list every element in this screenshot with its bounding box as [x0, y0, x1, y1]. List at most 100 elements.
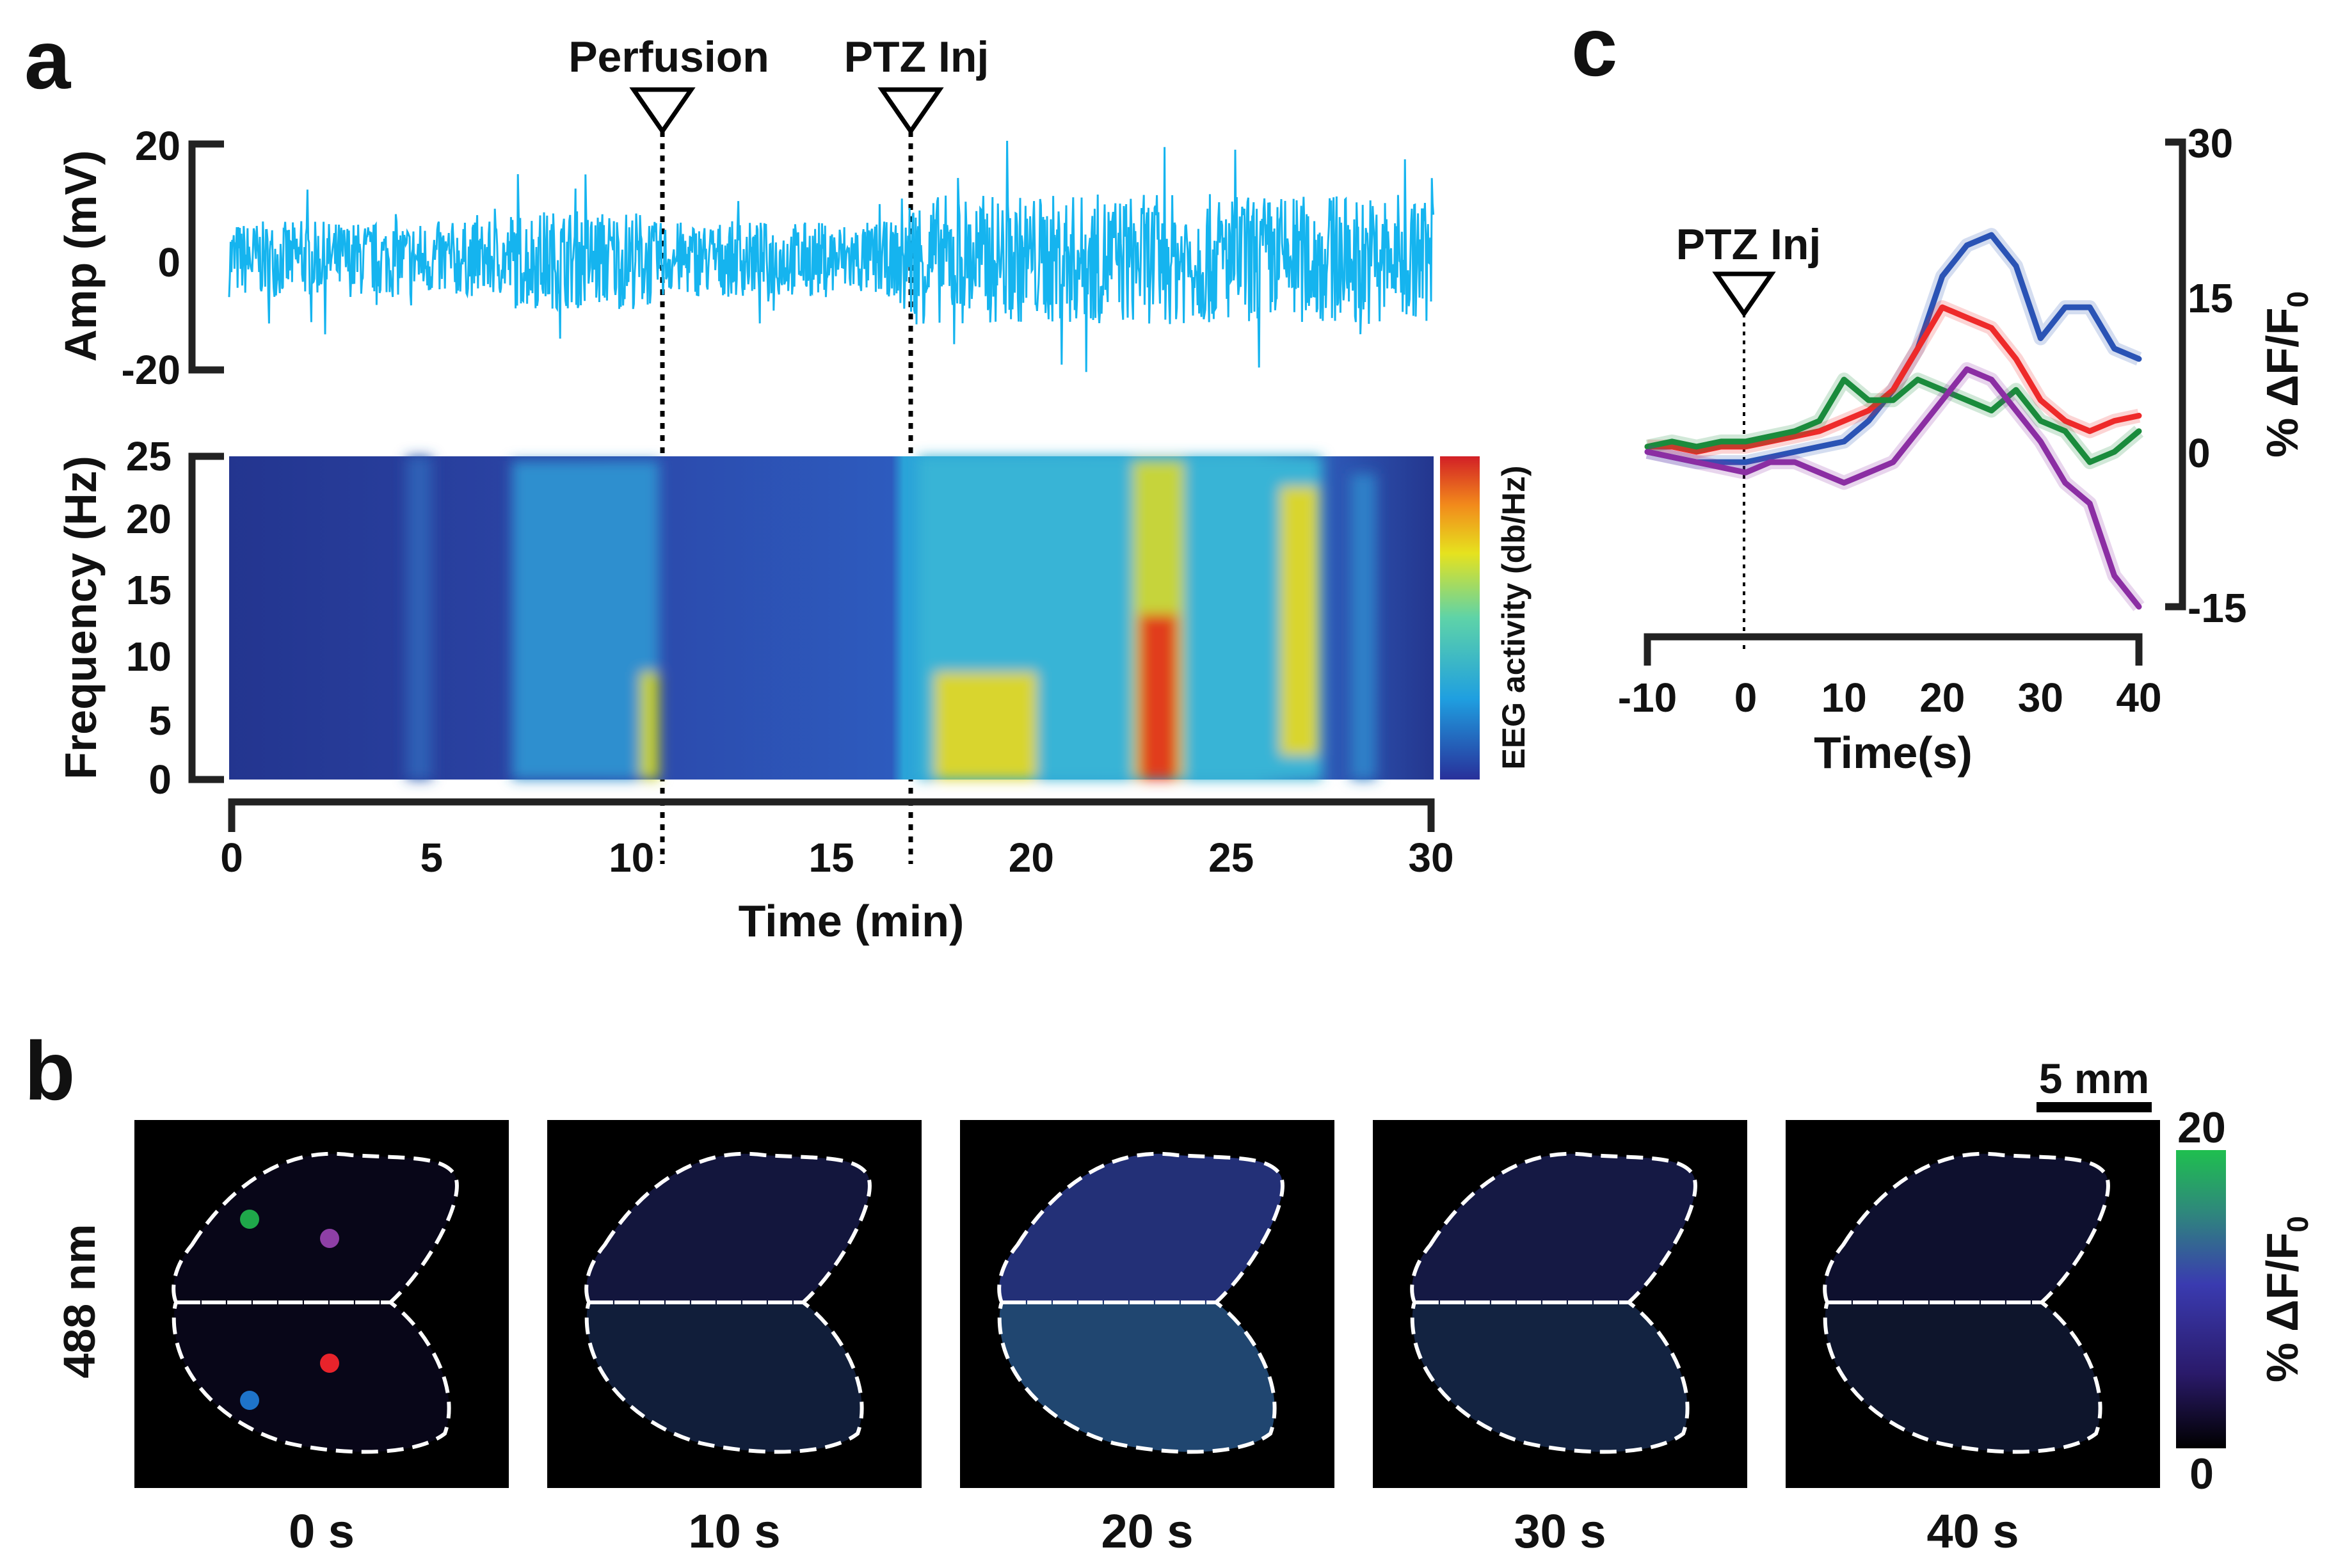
eeg-colorbar — [1440, 456, 1480, 780]
eeg-ylabel: Amp (mV) — [56, 150, 106, 362]
spec-ytick-0: 0 — [148, 756, 172, 803]
chart-c-yticks: 30 15 0 -15 — [2188, 120, 2247, 631]
frame-label-30s: 30 s — [1514, 1505, 1606, 1558]
chart-c-xtick-0: 0 — [1734, 675, 1757, 721]
hemisphere-bottom-fill — [1825, 1302, 2101, 1452]
imaging-frames: 0 s 10 s 20 s 30 s 40 s — [134, 1120, 2160, 1558]
row-label-488nm: 488 nm — [54, 1224, 104, 1378]
chart-c-xlabel: Time(s) — [1814, 728, 1973, 778]
spectrogram-activity — [406, 456, 1376, 780]
ptz-inj-triangle — [877, 87, 944, 136]
hemisphere-top-fill — [1412, 1153, 1695, 1302]
panel-a-xtick-25: 25 — [1208, 835, 1254, 881]
frame-label-10s: 10 s — [688, 1505, 780, 1558]
frame-30s — [1373, 1120, 1747, 1488]
hemisphere-bottom-outline — [1823, 1300, 2102, 1454]
hemisphere-top-fill — [999, 1153, 1283, 1302]
chart-c-series — [1644, 228, 2145, 611]
hemisphere-bottom-outline — [584, 1300, 864, 1454]
spec-band-late — [1350, 474, 1376, 780]
dff-colorbar-label-sub: 0 — [2281, 1216, 2314, 1233]
series-red-line — [1644, 304, 2142, 455]
chart-c-xtick-10: 10 — [1821, 675, 1867, 721]
frame-40s — [1786, 1120, 2160, 1488]
chart-c-ylabel-sub: 0 — [2281, 291, 2314, 308]
spec-band-perfusion — [640, 672, 659, 780]
chart-c-y-axis — [2165, 138, 2186, 611]
hemisphere-bottom-fill — [586, 1302, 862, 1452]
spec-ytick-20: 20 — [126, 496, 172, 542]
spec-band-yellow-left — [934, 672, 1037, 780]
panel-a-xlabel: Time (min) — [739, 896, 964, 946]
frame-label-0s: 0 s — [289, 1505, 355, 1558]
perfusion-triangle — [629, 87, 696, 136]
hemisphere-bottom-outline — [997, 1300, 1277, 1454]
roi-blue — [240, 1391, 259, 1410]
hemisphere-top-outline — [1823, 1151, 2110, 1304]
spec-band-yellow-right — [1280, 486, 1318, 755]
panel-letter-c: c — [1571, 0, 1617, 93]
chart-c-ylabel-main: % ΔF/F — [2257, 308, 2307, 458]
series-green-line — [1644, 376, 2142, 465]
spec-ytick-15: 15 — [126, 567, 172, 613]
perfusion-label: Perfusion — [568, 33, 769, 81]
frame-20s — [960, 1120, 1334, 1488]
dff-colorbar-label-main: % ΔF/F — [2257, 1233, 2307, 1382]
chart-c-ylabel: % ΔF/F0 — [2257, 291, 2314, 458]
hemisphere-top-outline — [584, 1151, 872, 1304]
spec-band-red-peak — [1139, 614, 1178, 780]
panel-a-xtick-20: 20 — [1009, 835, 1054, 881]
frame-label-20s: 20 s — [1101, 1505, 1193, 1558]
panel-a-xtick-30: 30 — [1408, 835, 1453, 881]
hemisphere-top-outline — [1410, 1151, 1697, 1304]
chart-c-ytick-minus15: -15 — [2188, 585, 2247, 631]
hemisphere-top-outline — [172, 1151, 459, 1304]
eeg-trace-plot: 20 0 -20 Amp (mV) — [56, 123, 1435, 393]
roi-markers — [240, 1210, 339, 1410]
dff-colorbar-max: 20 — [2177, 1103, 2226, 1152]
panel-letter-a: a — [24, 13, 72, 106]
chart-c-ptz-triangle — [1712, 271, 1776, 318]
chart-c-xtick-30: 30 — [2018, 675, 2063, 721]
scale-bar — [2037, 1102, 2152, 1112]
hemisphere-top-fill — [1825, 1153, 2108, 1302]
chart-c-xticks: -10 0 10 20 30 40 — [1618, 675, 2162, 721]
dff-colorbar — [2176, 1150, 2226, 1448]
frame-0s — [134, 1120, 509, 1488]
spec-ytick-5: 5 — [148, 698, 172, 744]
hemisphere-top-fill — [173, 1153, 457, 1302]
dff-colorbar-label: % ΔF/F0 — [2257, 1216, 2314, 1382]
spectrogram-plot: 25 20 15 10 5 0 Frequency (Hz) EEG activ… — [56, 433, 1532, 803]
spec-band-early — [406, 456, 432, 780]
panel-a-xtick-5: 5 — [420, 835, 444, 881]
dff-colorbar-min: 0 — [2189, 1450, 2214, 1498]
panel-letter-b: b — [24, 1024, 75, 1117]
frame-10s — [547, 1120, 922, 1488]
eeg-colorbar-label: EEG activity (db/Hz) — [1496, 465, 1532, 769]
chart-c-ytick-0: 0 — [2188, 430, 2211, 476]
eeg-ytick-0: 0 — [157, 239, 180, 285]
spec-ytick-10: 10 — [126, 634, 172, 680]
roi-purple — [320, 1229, 339, 1248]
eeg-ytick-minus20: -20 — [122, 347, 181, 393]
eeg-y-axis — [188, 140, 224, 374]
scale-bar-label: 5 mm — [2039, 1055, 2149, 1102]
chart-c-ptz-label: PTZ Inj — [1676, 220, 1821, 269]
series-purple-line — [1644, 366, 2142, 610]
roi-red — [320, 1354, 339, 1373]
hemisphere-bottom-outline — [1410, 1300, 1690, 1454]
chart-c-xtick-minus10: -10 — [1618, 675, 1677, 721]
spectrogram-ylabel: Frequency (Hz) — [56, 456, 106, 780]
hemisphere-bottom-fill — [999, 1302, 1275, 1452]
spectrogram-y-axis — [188, 452, 224, 783]
chart-c-xtick-40: 40 — [2116, 675, 2161, 721]
panel-a-xtick-15: 15 — [808, 835, 854, 881]
hemisphere-top-outline — [997, 1151, 1285, 1304]
chart-c-x-axis — [1644, 633, 2143, 666]
chart-c-ytick-15: 15 — [2188, 275, 2233, 321]
chart-c-xtick-20: 20 — [1919, 675, 1965, 721]
ptz-inj-label: PTZ Inj — [844, 33, 989, 81]
panel-a-xtick-10: 10 — [609, 835, 654, 881]
